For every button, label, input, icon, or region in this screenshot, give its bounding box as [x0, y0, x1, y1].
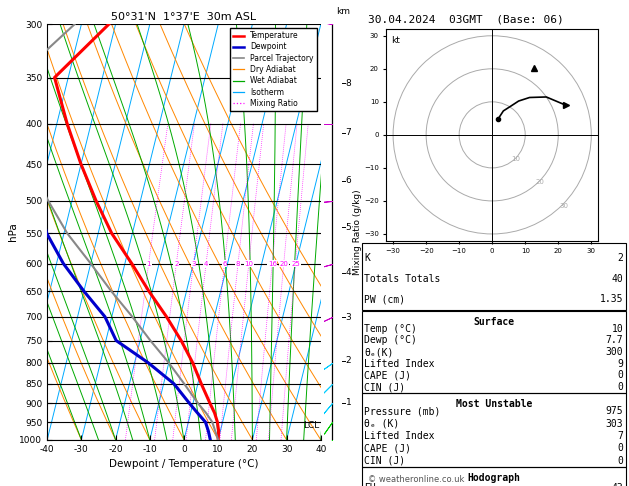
Text: Dewp (°C): Dewp (°C)	[364, 335, 417, 346]
Text: LCL: LCL	[303, 421, 319, 430]
Text: CAPE (J): CAPE (J)	[364, 443, 411, 453]
Text: θₑ(K): θₑ(K)	[364, 347, 394, 357]
Text: CAPE (J): CAPE (J)	[364, 370, 411, 381]
Text: 10: 10	[611, 324, 623, 333]
Text: Mixing Ratio (g/kg): Mixing Ratio (g/kg)	[353, 189, 362, 275]
Text: 25: 25	[291, 260, 300, 266]
Text: 0: 0	[617, 456, 623, 466]
Legend: Temperature, Dewpoint, Parcel Trajectory, Dry Adiabat, Wet Adiabat, Isotherm, Mi: Temperature, Dewpoint, Parcel Trajectory…	[230, 28, 317, 111]
Text: 0: 0	[617, 443, 623, 453]
Text: Pressure (mb): Pressure (mb)	[364, 406, 441, 416]
Text: θₑ (K): θₑ (K)	[364, 418, 399, 429]
Text: 16: 16	[268, 260, 277, 266]
Text: 20: 20	[535, 179, 544, 186]
Text: 10: 10	[511, 156, 520, 162]
Text: 1: 1	[147, 260, 151, 266]
Text: 30: 30	[559, 203, 568, 209]
Text: Lifted Index: Lifted Index	[364, 359, 435, 369]
Text: 40: 40	[611, 274, 623, 284]
Text: Temp (°C): Temp (°C)	[364, 324, 417, 333]
Text: 3: 3	[191, 260, 196, 266]
Text: CIN (J): CIN (J)	[364, 456, 406, 466]
Text: Totals Totals: Totals Totals	[364, 274, 441, 284]
Text: 300: 300	[606, 347, 623, 357]
Text: 5: 5	[345, 223, 351, 232]
Text: 4: 4	[345, 268, 351, 278]
Text: 7: 7	[617, 431, 623, 441]
Text: kt: kt	[391, 35, 399, 45]
Text: 2: 2	[617, 253, 623, 263]
Text: © weatheronline.co.uk: © weatheronline.co.uk	[368, 474, 464, 484]
Text: 8: 8	[345, 79, 351, 88]
Text: 0: 0	[617, 382, 623, 392]
Text: 3: 3	[345, 313, 351, 322]
Text: K: K	[364, 253, 370, 263]
Text: 7.7: 7.7	[606, 335, 623, 346]
Y-axis label: hPa: hPa	[8, 223, 18, 242]
Text: 975: 975	[606, 406, 623, 416]
Title: 50°31'N  1°37'E  30m ASL: 50°31'N 1°37'E 30m ASL	[111, 12, 257, 22]
Text: 30.04.2024  03GMT  (Base: 06): 30.04.2024 03GMT (Base: 06)	[368, 15, 564, 25]
Text: 9: 9	[617, 359, 623, 369]
Text: 43: 43	[611, 483, 623, 486]
Text: 10: 10	[244, 260, 253, 266]
Text: km: km	[336, 7, 350, 16]
Text: 8: 8	[236, 260, 240, 266]
Text: PW (cm): PW (cm)	[364, 295, 406, 304]
Text: 1.35: 1.35	[599, 295, 623, 304]
Text: Lifted Index: Lifted Index	[364, 431, 435, 441]
Text: 4: 4	[204, 260, 208, 266]
Text: Hodograph: Hodograph	[467, 473, 520, 483]
Text: 303: 303	[606, 418, 623, 429]
Text: 2: 2	[345, 356, 351, 365]
X-axis label: Dewpoint / Temperature (°C): Dewpoint / Temperature (°C)	[109, 459, 259, 469]
Text: 0: 0	[617, 370, 623, 381]
Text: EH: EH	[364, 483, 376, 486]
Text: 6: 6	[222, 260, 227, 266]
Text: 1: 1	[345, 399, 351, 407]
Text: 20: 20	[279, 260, 288, 266]
Text: Most Unstable: Most Unstable	[455, 399, 532, 409]
Text: 7: 7	[345, 128, 351, 137]
Text: 6: 6	[345, 176, 351, 185]
Text: 2: 2	[174, 260, 179, 266]
Text: CIN (J): CIN (J)	[364, 382, 406, 392]
Text: Surface: Surface	[473, 317, 515, 327]
